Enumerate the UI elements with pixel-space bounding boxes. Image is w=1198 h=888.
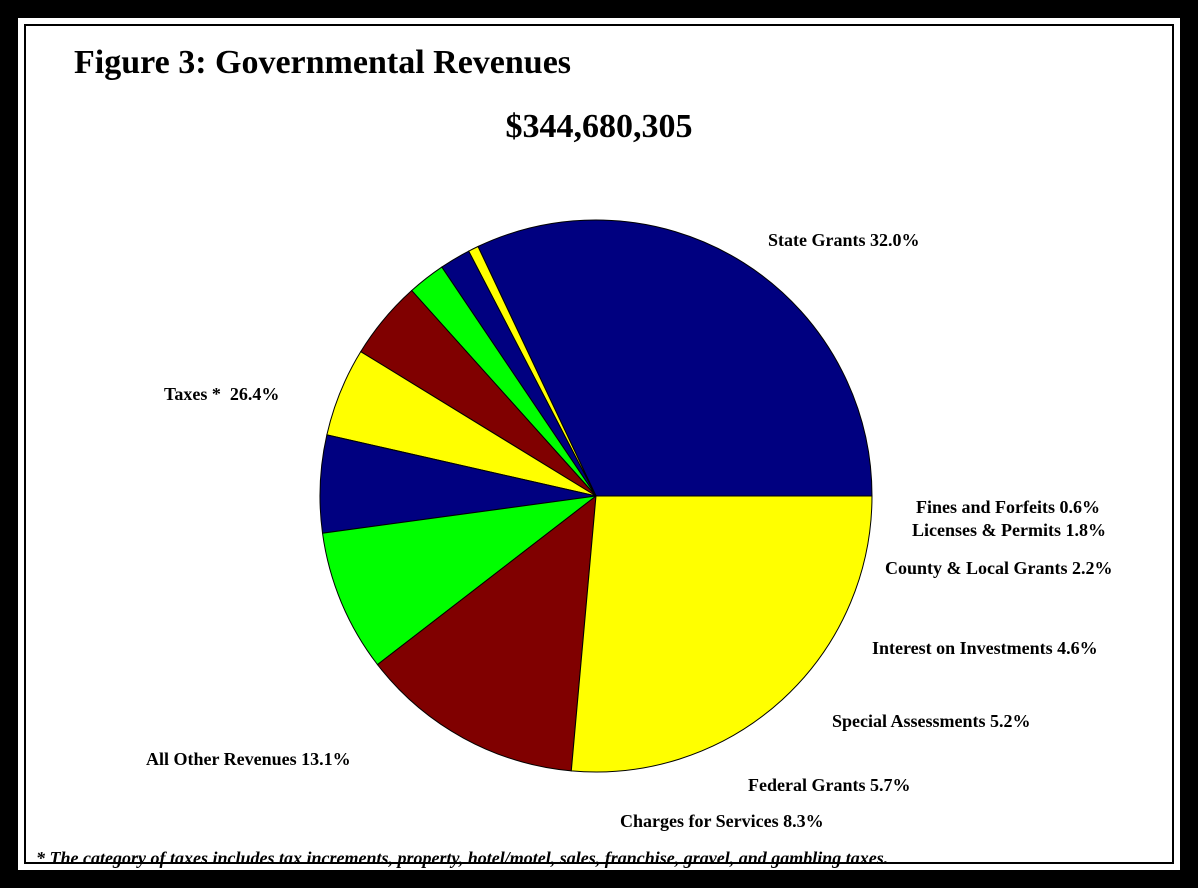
slice-label-federal-grants: Federal Grants 5.7% bbox=[748, 775, 910, 795]
pie-slice-charges-for-services bbox=[321, 495, 598, 666]
slice-label-special-assessments: Special Assessments 5.2% bbox=[832, 711, 1031, 731]
footnote: * The category of taxes includes tax inc… bbox=[36, 848, 889, 868]
slice-label-charges-for-services: Charges for Services 8.3% bbox=[620, 811, 824, 831]
pie-slice-taxes bbox=[570, 495, 873, 773]
pie-slice-all-other-revenues bbox=[376, 494, 597, 772]
slice-label-county-local-grants: County & Local Grants 2.2% bbox=[885, 558, 1113, 578]
slice-label-licenses-permits: Licenses & Permits 1.8% bbox=[912, 520, 1106, 540]
slice-label-all-other-revenues: All Other Revenues 13.1% bbox=[146, 749, 351, 769]
chart-total-amount: $344,680,305 bbox=[505, 108, 693, 145]
slice-label-interest-on-investments: Interest on Investments 4.6% bbox=[872, 638, 1098, 658]
slice-label-fines-and-forfeits: Fines and Forfeits 0.6% bbox=[916, 497, 1100, 517]
pie-slice-state-grants bbox=[477, 219, 873, 497]
chart-title: Figure 3: Governmental Revenues bbox=[74, 44, 572, 81]
slice-label-taxes: Taxes * 26.4% bbox=[164, 384, 279, 404]
slice-label-state-grants: State Grants 32.0% bbox=[768, 230, 920, 250]
